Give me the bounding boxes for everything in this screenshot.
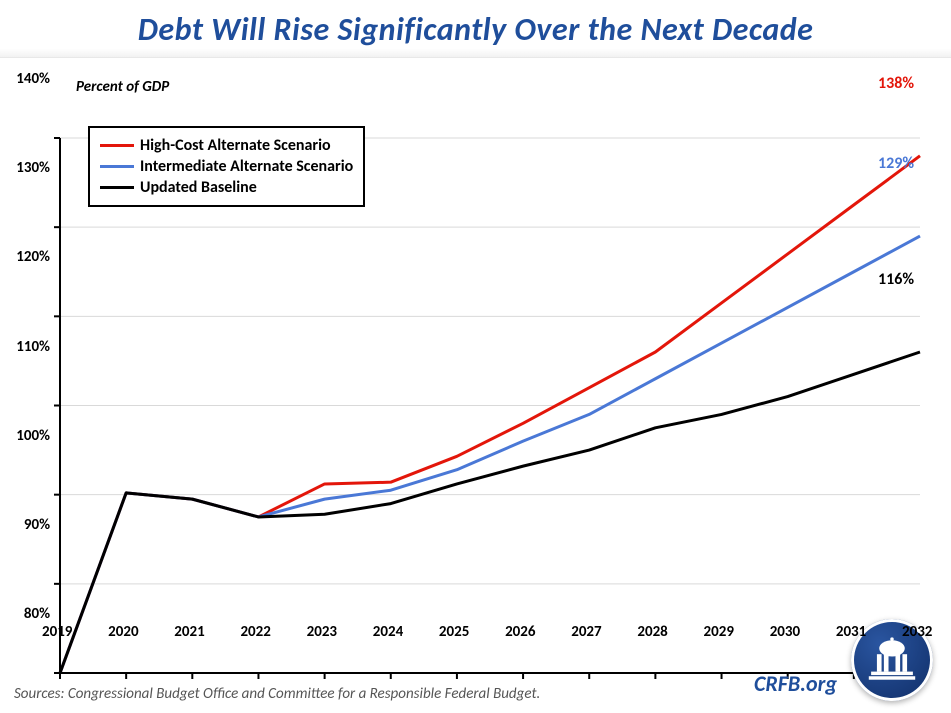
series-line xyxy=(60,156,920,673)
x-tick-label: 2028 xyxy=(637,623,667,641)
x-tick-label: 2025 xyxy=(439,623,469,641)
x-tick-label: 2027 xyxy=(571,623,601,641)
x-tick-label: 2031 xyxy=(836,623,866,641)
series-end-label: 129% xyxy=(878,154,914,173)
x-tick-label: 2026 xyxy=(505,623,535,641)
series-end-label: 138% xyxy=(878,74,914,93)
y-tick-label: 90% xyxy=(24,516,50,534)
series-line xyxy=(60,236,920,673)
x-tick-label: 2030 xyxy=(770,623,800,641)
y-axis-label: Percent of GDP xyxy=(76,78,169,96)
x-tick-label: 2021 xyxy=(174,623,204,641)
y-tick-label: 130% xyxy=(16,159,50,177)
x-tick-label: 2023 xyxy=(307,623,337,641)
legend-label: High-Cost Alternate Scenario xyxy=(140,136,331,155)
legend-label: Updated Baseline xyxy=(140,178,257,197)
legend-item: High-Cost Alternate Scenario xyxy=(100,136,353,155)
legend-swatch xyxy=(100,165,134,168)
title-bar: Debt Will Rise Significantly Over the Ne… xyxy=(0,0,951,58)
x-tick-label: 2032 xyxy=(902,623,932,641)
x-tick-label: 2029 xyxy=(704,623,734,641)
legend-swatch xyxy=(100,186,134,189)
legend-item: Updated Baseline xyxy=(100,178,353,197)
y-tick-label: 110% xyxy=(16,338,50,356)
legend-label: Intermediate Alternate Scenario xyxy=(140,157,353,176)
x-tick-label: 2020 xyxy=(108,623,138,641)
legend: High-Cost Alternate Scenario Intermediate… xyxy=(88,126,365,207)
y-tick-label: 140% xyxy=(16,70,50,88)
y-tick-label: 120% xyxy=(16,248,50,266)
legend-swatch xyxy=(100,144,134,147)
chart-title: Debt Will Rise Significantly Over the Ne… xyxy=(0,10,951,49)
footer: Sources: Congressional Budget Office and… xyxy=(14,670,937,703)
brand-text: CRFB.org xyxy=(754,670,837,697)
y-tick-label: 80% xyxy=(24,605,50,623)
source-text: Sources: Congressional Budget Office and… xyxy=(14,685,540,703)
x-tick-label: 2022 xyxy=(240,623,270,641)
x-tick-label: 2024 xyxy=(373,623,403,641)
x-tick-label: 2019 xyxy=(42,623,72,641)
y-tick-label: 100% xyxy=(16,427,50,445)
legend-item: Intermediate Alternate Scenario xyxy=(100,157,353,176)
series-end-label: 116% xyxy=(878,270,914,289)
